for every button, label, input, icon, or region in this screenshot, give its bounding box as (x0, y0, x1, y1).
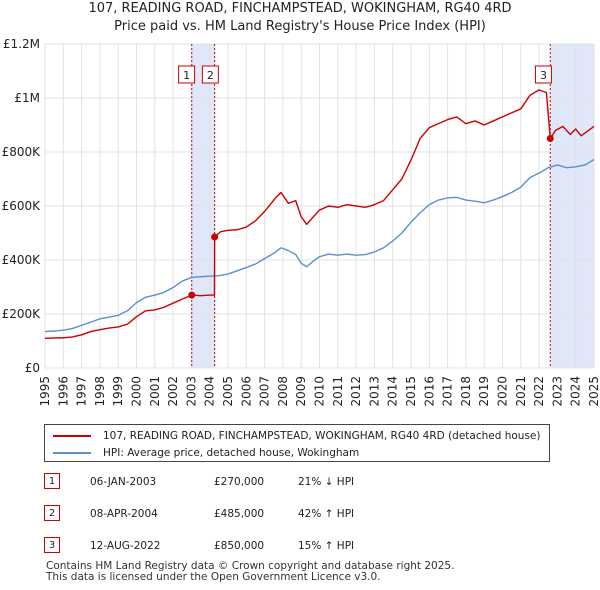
x-tick-label: 1995 (38, 376, 52, 407)
transaction-row: 1 06-JAN-2003 £270,000 21% ↓ HPI (44, 473, 424, 493)
grid-lines (44, 43, 595, 369)
transaction-price: £270,000 (214, 476, 265, 488)
x-tick-label: 2022 (532, 376, 546, 407)
legend: 107, READING ROAD, FINCHAMPSTEAD, WOKING… (44, 424, 550, 462)
x-tick-label: 1997 (75, 376, 89, 407)
x-tick-label: 2007 (258, 376, 272, 407)
sale-badge-label: 2 (207, 69, 214, 82)
x-tick-label: 2018 (459, 376, 473, 407)
x-tick-label: 2004 (203, 376, 217, 407)
price-chart: 107, READING ROAD, FINCHAMPSTEAD, WOKING… (2, 1, 600, 407)
x-tick-label: 2001 (148, 376, 162, 407)
x-tick-label: 2021 (514, 376, 528, 407)
y-tick-label: £0 (25, 361, 40, 375)
transaction-date: 08-APR-2004 (90, 508, 158, 520)
x-tick-label: 2023 (550, 376, 564, 407)
transaction-hpi: 15% ↑ HPI (298, 540, 355, 552)
y-tick-label: £200K (2, 307, 42, 321)
chart-subtitle: Price paid vs. HM Land Registry's House … (114, 19, 486, 34)
x-tick-label: 2013 (367, 376, 381, 407)
y-tick-label: £1.2M (3, 37, 40, 51)
x-tick-label: 2005 (221, 376, 235, 407)
y-tick-label: £800K (2, 145, 42, 159)
x-axis-ticks: 1995 1996 1997 1998 1999 2000 2001 2002 2003 2004… (38, 376, 600, 407)
transaction-date: 12-AUG-2022 (90, 540, 161, 552)
x-tick-label: 2014 (386, 376, 400, 407)
x-tick-label: 2002 (166, 376, 180, 407)
legend-item-hpi: HPI: Average price, detached house, Woki… (53, 445, 359, 461)
x-tick-label: 2000 (130, 376, 144, 407)
sale-badge-box (201, 65, 219, 84)
x-tick-label: 1999 (111, 376, 125, 407)
x-tick-label: 2012 (349, 376, 363, 407)
chart-title: 107, READING ROAD, FINCHAMPSTEAD, WOKING… (88, 1, 511, 16)
transaction-hpi: 21% ↓ HPI (298, 476, 355, 488)
sale-badge-box (178, 65, 196, 84)
sale-point (211, 233, 219, 241)
footer-line-copyright: Contains HM Land Registry data © Crown c… (46, 560, 455, 572)
x-tick-label: 2015 (404, 376, 418, 407)
legend-swatch-hpi (53, 452, 91, 454)
y-axis-ticks: £0 £200K £400K £600K £800K £1M £1.2M (2, 37, 42, 375)
x-tick-label: 2019 (477, 376, 491, 407)
sale-badges: 1 2 3 (178, 65, 552, 84)
legend-label-hpi: HPI: Average price, detached house, Woki… (103, 447, 360, 459)
sale-markers (191, 44, 551, 368)
transaction-row: 2 08-APR-2004 £485,000 42% ↑ HPI (44, 505, 424, 525)
legend-swatch-property (53, 435, 91, 437)
x-tick-label: 2016 (422, 376, 436, 407)
sale-badge-label: 3 (540, 69, 547, 82)
transaction-number: 3 (44, 537, 60, 553)
x-tick-label: 2011 (331, 376, 345, 407)
y-tick-label: £600K (2, 199, 42, 213)
footer-attribution: Contains HM Land Registry data © Crown c… (46, 561, 454, 583)
series-line-hpi (44, 158, 595, 333)
x-tick-label: 2006 (239, 376, 253, 407)
x-tick-label: 2008 (276, 376, 290, 407)
transaction-date: 06-JAN-2003 (90, 476, 157, 488)
x-tick-label: 2025 (587, 376, 600, 407)
x-tick-label: 2010 (313, 376, 327, 407)
sale-point (546, 135, 554, 142)
y-tick-label: £400K (2, 253, 42, 267)
sale-badge-box (534, 65, 552, 84)
sale-points (188, 135, 554, 299)
sale-badge-label: 1 (183, 69, 190, 82)
x-tick-label: 2017 (441, 376, 455, 407)
x-tick-label: 2020 (496, 376, 510, 407)
series-line-property (44, 89, 595, 339)
legend-label-property: 107, READING ROAD, FINCHAMPSTEAD, WOKING… (103, 430, 541, 442)
y-tick-label: £1M (14, 91, 40, 105)
x-tick-label: 2009 (294, 376, 308, 407)
transaction-row: 3 12-AUG-2022 £850,000 15% ↑ HPI (44, 537, 424, 557)
legend-item-property: 107, READING ROAD, FINCHAMPSTEAD, WOKING… (53, 428, 541, 444)
x-tick-label: 2024 (569, 376, 583, 407)
x-tick-label: 1996 (56, 376, 70, 407)
transaction-number: 1 (44, 473, 60, 489)
transaction-hpi: 42% ↑ HPI (298, 508, 355, 520)
x-tick-label: 1998 (93, 376, 107, 407)
sale-point (188, 291, 196, 299)
series-lines (44, 89, 595, 339)
transaction-price: £850,000 (214, 540, 265, 552)
footer-line-licence: This data is licensed under the Open Gov… (46, 571, 381, 583)
x-tick-label: 2003 (184, 376, 198, 407)
transaction-number: 2 (44, 505, 60, 521)
transaction-price: £485,000 (214, 508, 265, 520)
